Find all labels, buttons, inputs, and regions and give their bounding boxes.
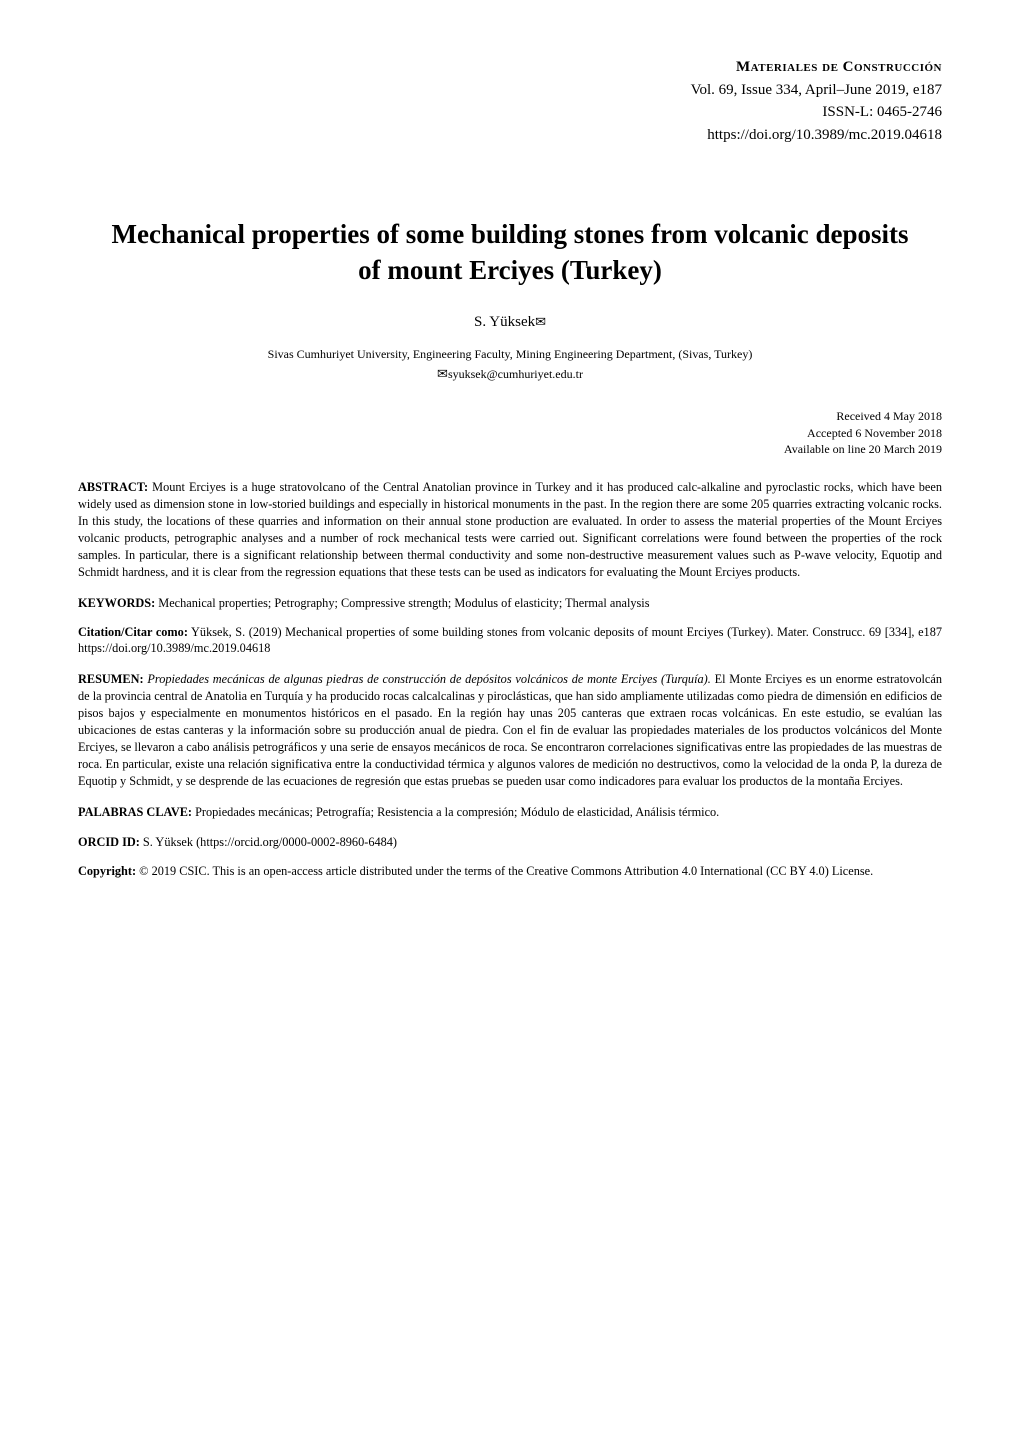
palabras-text: Propiedades mecánicas; Petrografía; Resi…: [192, 805, 719, 819]
journal-issn: ISSN-L: 0465-2746: [78, 101, 942, 124]
keywords-label: KEYWORDS:: [78, 596, 155, 610]
keywords-text: Mechanical properties; Petrography; Comp…: [155, 596, 649, 610]
orcid-label: ORCID ID:: [78, 835, 140, 849]
author-line: S. Yüksek✉: [78, 313, 942, 333]
abstract-text: Mount Erciyes is a huge stratovolcano of…: [78, 480, 942, 579]
date-online: Available on line 20 March 2019: [78, 441, 942, 457]
citation-block: Citation/Citar como: Yüksek, S. (2019) M…: [78, 625, 942, 657]
journal-issue: Vol. 69, Issue 334, April–June 2019, e18…: [78, 79, 942, 102]
article-title: Mechanical properties of some building s…: [78, 216, 942, 289]
abstract-label: ABSTRACT:: [78, 480, 148, 494]
journal-doi: https://doi.org/10.3989/mc.2019.04618: [78, 124, 942, 147]
copyright-text: © 2019 CSIC. This is an open-access arti…: [136, 864, 873, 878]
email-line: ✉syuksek@cumhuriyet.edu.tr: [78, 365, 942, 383]
citation-text: Yüksek, S. (2019) Mechanical properties …: [78, 625, 942, 655]
envelope-icon: ✉: [437, 365, 448, 382]
date-received: Received 4 May 2018: [78, 408, 942, 424]
palabras-label: PALABRAS CLAVE:: [78, 805, 192, 819]
copyright-block: Copyright: © 2019 CSIC. This is an open-…: [78, 864, 942, 880]
corresponding-envelope-icon: ✉: [535, 313, 546, 330]
palabras-block: PALABRAS CLAVE: Propiedades mecánicas; P…: [78, 804, 942, 820]
resumen-text: El Monte Erciyes es un enorme estratovol…: [78, 672, 942, 788]
author-name: S. Yüksek: [474, 314, 535, 330]
orcid-block: ORCID ID: S. Yüksek (https://orcid.org/0…: [78, 834, 942, 850]
orcid-text: S. Yüksek (https://orcid.org/0000-0002-8…: [140, 835, 397, 849]
resumen-title: Propiedades mecánicas de algunas piedras…: [144, 672, 711, 686]
journal-name: Materiales de Construcción: [78, 56, 942, 79]
resumen-label: RESUMEN:: [78, 672, 144, 686]
resumen-block: RESUMEN: Propiedades mecánicas de alguna…: [78, 671, 942, 790]
abstract-block: ABSTRACT: Mount Erciyes is a huge strato…: [78, 479, 942, 581]
affiliation: Sivas Cumhuriyet University, Engineering…: [78, 347, 942, 363]
date-accepted: Accepted 6 November 2018: [78, 425, 942, 441]
citation-label: Citation/Citar como:: [78, 625, 188, 639]
journal-header: Materiales de Construcción Vol. 69, Issu…: [78, 56, 942, 146]
author-email: syuksek@cumhuriyet.edu.tr: [448, 367, 583, 381]
keywords-block: KEYWORDS: Mechanical properties; Petrogr…: [78, 595, 942, 611]
copyright-label: Copyright:: [78, 864, 136, 878]
dates-block: Received 4 May 2018 Accepted 6 November …: [78, 408, 942, 457]
